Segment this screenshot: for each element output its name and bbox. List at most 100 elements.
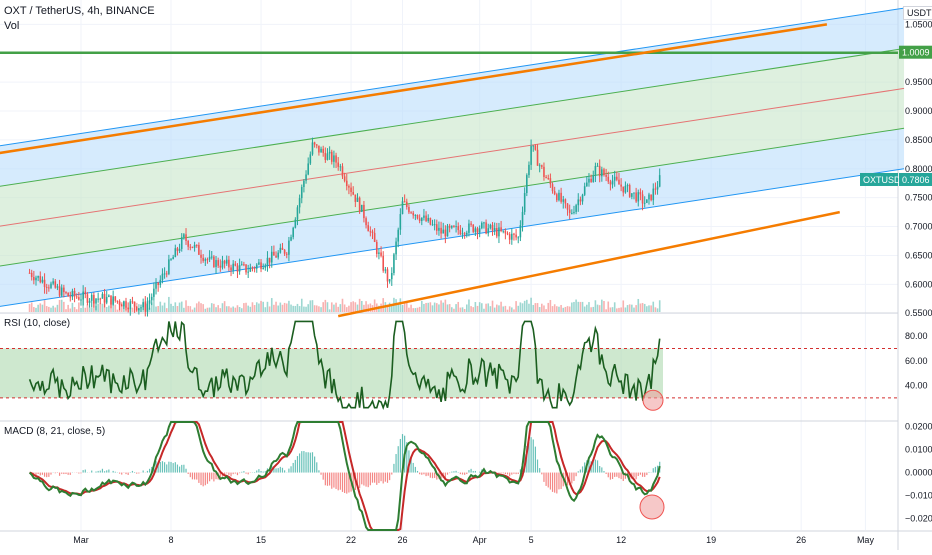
macd-histogram-bar [194, 473, 195, 480]
macd-tick-label: 0.0200 [905, 422, 932, 432]
volume-bar [655, 307, 657, 312]
volume-bar [455, 304, 457, 312]
candle-body [179, 249, 181, 251]
macd-histogram-bar [100, 471, 101, 473]
macd-histogram-bar [640, 473, 641, 475]
macd-histogram-bar [498, 473, 499, 474]
macd-histogram-bar [44, 473, 45, 477]
candle-body [646, 199, 648, 202]
volume-bar [520, 302, 522, 312]
candle-body [590, 179, 592, 182]
macd-histogram-bar [265, 471, 266, 472]
volume-bar [185, 300, 187, 312]
macd-highlight-circle [640, 495, 664, 519]
macd-histogram-bar [644, 473, 645, 477]
macd-histogram-bar [391, 473, 392, 475]
candle-body [346, 181, 348, 186]
macd-histogram-bar [119, 473, 120, 474]
candle-body [370, 231, 372, 232]
macd-histogram-bar [610, 473, 611, 480]
candle-body [612, 181, 614, 185]
candle-body [196, 245, 198, 246]
time-tick-label: 19 [706, 535, 716, 545]
volume-bar [250, 307, 252, 312]
macd-histogram-bar [175, 462, 176, 472]
macd-histogram-bar [115, 472, 116, 473]
volume-label: Vol [4, 19, 155, 34]
candle-body [215, 260, 217, 267]
volume-bar [97, 304, 99, 312]
candle-body [303, 181, 305, 187]
volume-bar [642, 303, 644, 312]
macd-histogram-bar [147, 471, 148, 473]
candle-body [481, 223, 483, 228]
candle-body [402, 201, 404, 214]
volume-bar [183, 308, 185, 312]
candle-body [322, 149, 324, 153]
macd-histogram-bar [648, 472, 649, 473]
candle-body [550, 178, 552, 184]
candle-body [99, 299, 101, 300]
volume-bar [355, 302, 357, 312]
volume-bar [168, 297, 170, 312]
macd-histogram-bar [108, 469, 109, 472]
volume-bar [400, 298, 402, 312]
volume-bar [239, 307, 241, 312]
volume-bar [211, 303, 213, 312]
macd-histogram-bar [102, 469, 103, 473]
volume-bar [310, 300, 312, 312]
candle-body [374, 233, 376, 242]
chart-header: OXT / TetherUS, 4h, BINANCE Vol [4, 4, 155, 34]
volume-bar [582, 302, 584, 312]
volume-bar [275, 302, 277, 312]
volume-bar [402, 305, 404, 312]
volume-bar [550, 300, 552, 312]
currency-badge[interactable]: USDT [903, 6, 932, 20]
candle-body [415, 215, 417, 216]
macd-histogram-bar [290, 466, 291, 472]
macd-histogram-bar [205, 473, 206, 486]
candle-body [412, 213, 414, 215]
price-tick-label: 0.7500 [905, 193, 932, 203]
macd-histogram-bar [314, 457, 315, 473]
resistance-price-badge: 1.0009 [902, 48, 930, 58]
candle-body [498, 227, 500, 236]
macd-histogram-bar [299, 453, 300, 472]
rsi-tick-label: 80.00 [905, 331, 928, 341]
candle-body [637, 192, 639, 201]
candle-body [200, 255, 202, 258]
candle-body [629, 185, 631, 197]
volume-bar [526, 300, 528, 312]
candle-body [245, 264, 247, 272]
volume-bar [505, 306, 507, 312]
macd-histogram-bar [260, 471, 261, 473]
macd-histogram-bar [65, 473, 66, 474]
candle-body [575, 205, 577, 212]
macd-histogram-bar [434, 473, 435, 478]
candle-body [175, 248, 177, 257]
macd-histogram-bar [533, 439, 534, 472]
volume-bar [95, 306, 97, 312]
candle-body [541, 165, 543, 167]
candle-body [342, 166, 344, 176]
volume-bar [241, 308, 243, 312]
volume-bar [346, 307, 348, 312]
candle-body [618, 180, 620, 185]
macd-histogram-bar [370, 473, 371, 486]
candle-body [209, 257, 211, 260]
volume-bar [635, 305, 637, 312]
volume-bar [532, 305, 534, 312]
volume-bar [277, 306, 279, 312]
volume-bar [522, 303, 524, 312]
volume-bar [588, 302, 590, 312]
candle-body [423, 216, 425, 218]
volume-bar [374, 299, 376, 312]
macd-histogram-bar [308, 452, 309, 472]
volume-bar [166, 308, 168, 312]
volume-bar [554, 304, 556, 312]
volume-bar [230, 308, 232, 312]
macd-histogram-bar [548, 473, 549, 488]
macd-histogram-bar [293, 463, 294, 473]
rsi-highlight-circle [643, 390, 663, 410]
